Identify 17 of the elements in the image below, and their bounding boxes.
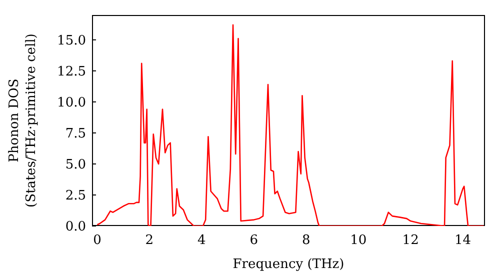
x-tick-label: 4 — [198, 233, 206, 248]
x-tick-label: 8 — [302, 233, 310, 248]
y-tick-label: 12.5 — [57, 64, 86, 80]
x-tick-label: 14 — [454, 233, 472, 248]
y-tick-label: 10.0 — [57, 95, 86, 110]
x-tick-label: 10 — [350, 233, 367, 248]
x-tick-label: 0 — [93, 233, 102, 248]
y-tick-label: 2.5 — [65, 188, 86, 204]
x-tick-label: 12 — [402, 233, 419, 248]
y-tick-label: 15.0 — [57, 33, 86, 48]
x-axis-title: Frequency (THz) — [232, 257, 344, 272]
y-axis-title: Phonon DOS (States/THz·primitive cell) — [7, 33, 39, 208]
y-tick-label: 5.0 — [65, 158, 86, 173]
y-tick-label: 0.0 — [65, 220, 86, 235]
x-tick-label: 2 — [145, 233, 154, 248]
x-tick-label: 6 — [250, 233, 258, 248]
y-tick-label: 7.5 — [65, 126, 86, 142]
